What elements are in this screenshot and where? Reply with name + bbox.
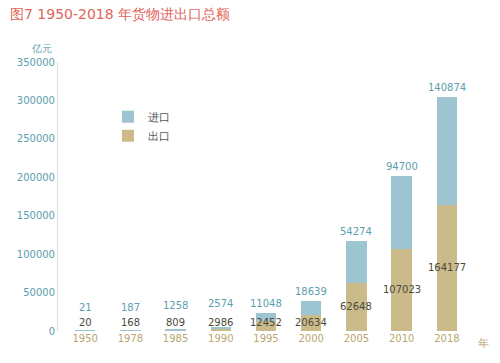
svg-text:200000: 200000 xyxy=(17,172,55,183)
svg-text:94700: 94700 xyxy=(386,161,418,172)
svg-text:1990: 1990 xyxy=(208,333,233,344)
svg-text:20: 20 xyxy=(79,317,92,328)
svg-text:亿元: 亿元 xyxy=(31,43,52,54)
svg-text:107023: 107023 xyxy=(383,284,421,295)
svg-text:350000: 350000 xyxy=(17,57,55,68)
svg-text:1978: 1978 xyxy=(118,333,143,344)
svg-text:图7 1950-2018 年货物进出口总额: 图7 1950-2018 年货物进出口总额 xyxy=(10,6,230,22)
svg-text:进口: 进口 xyxy=(148,111,170,124)
svg-text:12452: 12452 xyxy=(250,317,282,328)
svg-text:2574: 2574 xyxy=(208,298,233,309)
svg-text:2005: 2005 xyxy=(344,333,369,344)
svg-text:2018: 2018 xyxy=(434,333,459,344)
svg-text:164177: 164177 xyxy=(428,262,466,273)
svg-text:809: 809 xyxy=(166,317,185,328)
svg-text:18639: 18639 xyxy=(295,286,327,297)
svg-text:100000: 100000 xyxy=(17,249,55,260)
svg-text:出口: 出口 xyxy=(148,130,170,143)
svg-text:20634: 20634 xyxy=(295,317,327,328)
svg-text:1258: 1258 xyxy=(163,300,188,311)
svg-text:2010: 2010 xyxy=(389,333,414,344)
svg-text:168: 168 xyxy=(121,317,140,328)
svg-text:62648: 62648 xyxy=(340,301,372,312)
svg-text:1995: 1995 xyxy=(253,333,278,344)
svg-text:250000: 250000 xyxy=(17,133,55,144)
svg-text:54274: 54274 xyxy=(340,226,372,237)
svg-text:21: 21 xyxy=(79,302,92,313)
svg-text:1950: 1950 xyxy=(72,333,97,344)
svg-text:140874: 140874 xyxy=(428,82,466,93)
svg-text:150000: 150000 xyxy=(17,210,55,221)
svg-text:11048: 11048 xyxy=(250,298,282,309)
svg-text:2000: 2000 xyxy=(298,333,323,344)
svg-text:1985: 1985 xyxy=(163,333,188,344)
svg-text:50000: 50000 xyxy=(23,287,55,298)
svg-text:年: 年 xyxy=(478,337,489,350)
svg-text:300000: 300000 xyxy=(17,95,55,106)
svg-text:187: 187 xyxy=(121,302,140,313)
svg-text:0: 0 xyxy=(49,326,55,337)
svg-text:2986: 2986 xyxy=(208,317,233,328)
